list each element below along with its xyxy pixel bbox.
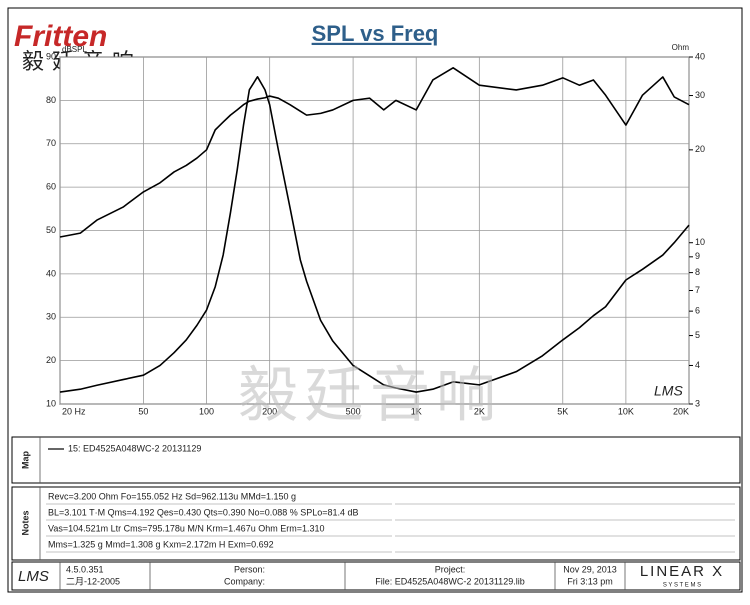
x-tick-label: 10K [618, 406, 634, 416]
logo: Fritten [14, 20, 107, 53]
y2-tick-label: 6 [695, 306, 700, 316]
y-tick-label: 80 [46, 95, 56, 105]
x-tick-label: 20 Hz [62, 406, 86, 416]
x-tick-label: 20K [673, 406, 689, 416]
x-tick-label: 500 [346, 406, 361, 416]
y-tick-label: 70 [46, 138, 56, 148]
version: 4.5.0.351 [66, 564, 104, 574]
y2-axis-label: Ohm [672, 43, 690, 52]
time: Fri 3:13 pm [567, 576, 613, 586]
y-tick-label: 50 [46, 225, 56, 235]
note-line: Mms=1.325 g Mmd=1.308 g Kxm=2.172m H Exm… [48, 539, 274, 549]
project: Project: [435, 564, 466, 574]
build-date: 二月-12-2005 [66, 576, 120, 586]
notes-label: Notes [20, 510, 30, 535]
y2-tick-label: 10 [695, 237, 705, 247]
y-axis-label: dBSPL [62, 45, 87, 54]
notes-panel [11, 486, 741, 561]
file: File: ED4525A048WC-2 20131129.lib [375, 576, 524, 586]
brand-sub: S Y S T E M S [663, 583, 701, 589]
y2-tick-label: 8 [695, 267, 700, 277]
chart-title: SPL vs Freq [312, 21, 439, 46]
x-tick-label: 200 [262, 406, 277, 416]
x-tick-label: 1K [411, 406, 422, 416]
y-tick-label: 20 [46, 355, 56, 365]
x-tick-label: 100 [199, 406, 214, 416]
x-tick-label: 50 [138, 406, 148, 416]
y-tick-label: 60 [46, 182, 56, 192]
plot-logo: LMS [654, 383, 683, 399]
y-tick-label: 30 [46, 312, 56, 322]
series-line [59, 67, 690, 238]
y-tick-label: 10 [46, 398, 56, 408]
date: Nov 29, 2013 [563, 564, 617, 574]
map-label: Map [20, 450, 30, 469]
note-line: Vas=104.521m Ltr Cms=795.178u M/N Krm=1.… [48, 523, 324, 533]
y2-tick-label: 9 [695, 251, 700, 261]
legend-entry: 15: ED4525A048WC-2 20131129 [68, 443, 201, 453]
map-panel [11, 436, 741, 484]
note-line: BL=3.101 T·M Qms=4.192 Qes=0.430 Qts=0.3… [48, 507, 359, 517]
y2-tick-label: 7 [695, 285, 700, 295]
note-line: Revc=3.200 Ohm Fo=155.052 Hz Sd=962.113u… [48, 491, 296, 501]
y2-tick-label: 20 [695, 144, 705, 154]
x-tick-label: 2K [474, 406, 485, 416]
company: Company: [224, 576, 265, 586]
watermark: 毅廷音响 [238, 362, 502, 429]
person: Person: [234, 564, 265, 574]
y2-tick-label: 40 [695, 51, 705, 61]
y2-tick-label: 3 [695, 398, 700, 408]
y-tick-label: 40 [46, 268, 56, 278]
footer-logo: LMS [18, 568, 49, 585]
brand: LINEAR X [640, 563, 724, 580]
outer-frame [7, 7, 743, 593]
x-tick-label: 5K [557, 406, 568, 416]
y2-tick-label: 5 [695, 330, 700, 340]
y2-tick-label: 4 [695, 360, 700, 370]
y-tick-label: 90 [46, 51, 56, 61]
y2-tick-label: 30 [695, 90, 705, 100]
series-line [59, 76, 690, 393]
footer-panel [11, 561, 741, 591]
